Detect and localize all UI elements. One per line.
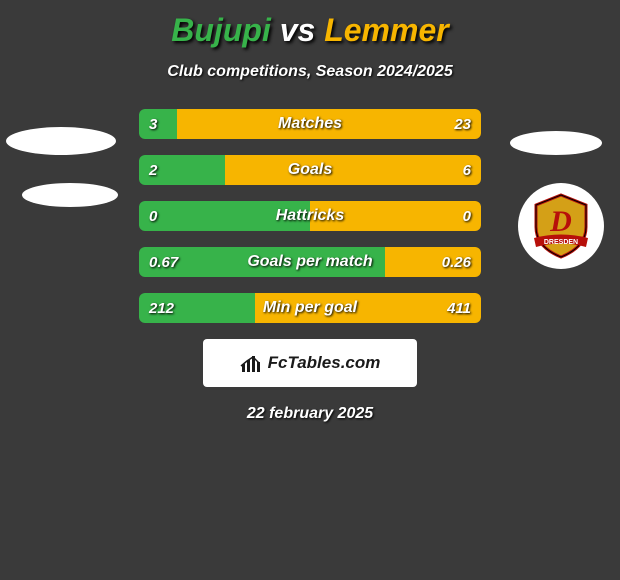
stat-bar-row: 26Goals: [139, 155, 481, 185]
stat-bar-row: 323Matches: [139, 109, 481, 139]
stat-bar-row: 212411Min per goal: [139, 293, 481, 323]
bar-label: Hattricks: [139, 201, 481, 231]
bar-label: Goals per match: [139, 247, 481, 277]
stat-bar-row: 0.670.26Goals per match: [139, 247, 481, 277]
stat-bar-row: 00Hattricks: [139, 201, 481, 231]
content-area: D DRESDEN 323Matches 26Goals 00Hattricks 0.…: [0, 109, 620, 423]
club-badge: D DRESDEN: [518, 183, 604, 269]
ellipse-shape: [6, 127, 116, 155]
player1-name: Bujupi: [171, 12, 271, 48]
brand-logo: FcTables.com: [203, 339, 417, 387]
subtitle: Club competitions, Season 2024/2025: [0, 63, 620, 81]
bar-label: Min per goal: [139, 293, 481, 323]
header-title: Bujupi vs Lemmer: [0, 0, 620, 49]
badge-banner-text: DRESDEN: [544, 239, 578, 246]
bar-label: Matches: [139, 109, 481, 139]
brand-text: FcTables.com: [268, 353, 381, 373]
club-badge-icon: D DRESDEN: [526, 191, 596, 261]
player2-name: Lemmer: [324, 12, 449, 48]
bar-chart-icon: [240, 352, 262, 374]
ellipse-shape: [510, 131, 602, 155]
date-text: 22 february 2025: [0, 405, 620, 423]
badge-letter: D: [549, 205, 572, 238]
bar-label: Goals: [139, 155, 481, 185]
ellipse-shape: [22, 183, 118, 207]
vs-text: vs: [280, 12, 316, 48]
stats-bars: 323Matches 26Goals 00Hattricks 0.670.26Goal…: [139, 109, 481, 323]
